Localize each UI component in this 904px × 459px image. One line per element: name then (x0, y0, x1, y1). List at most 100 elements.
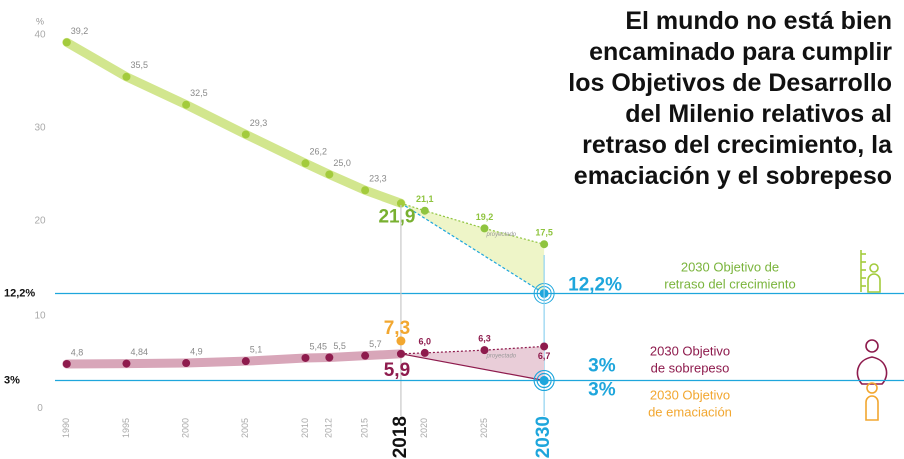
data-point (480, 224, 489, 233)
lines (62, 37, 545, 294)
data-label: 17,5 (535, 228, 553, 238)
y-tick-label: 12,2% (4, 287, 35, 299)
data-label: 4,8 (71, 347, 84, 357)
title-line: encaminado para cumplir (589, 38, 892, 66)
data-point (540, 240, 549, 249)
data-label: 5,5 (333, 341, 346, 351)
annotation: 2030 Objetivo (650, 387, 730, 402)
data-label: 26,2 (309, 147, 327, 157)
data-point (396, 199, 405, 208)
target-link (400, 353, 545, 382)
data-point (182, 359, 191, 368)
data-point (540, 342, 549, 351)
data-label: 4,84 (130, 347, 148, 357)
title-line: emaciación y el sobrepeso (573, 162, 892, 190)
y-tick-label: 0 (37, 403, 43, 414)
data-point (396, 349, 405, 358)
icons (856, 250, 888, 421)
lines (62, 345, 545, 382)
highlight-label: 5,9 (384, 360, 410, 381)
data-point (420, 348, 429, 357)
data-label: 19,2 (476, 212, 494, 222)
annotation: de emaciación (648, 404, 732, 419)
data-point (62, 38, 71, 47)
target-ring (533, 370, 555, 392)
data-point (325, 353, 334, 362)
x-tick-label: 2005 (240, 418, 250, 438)
data-label: 5,1 (250, 345, 263, 355)
title-line: los Objetivos de Desarrollo (568, 69, 892, 97)
x-tick-label: 1990 (61, 418, 71, 438)
y-tick-label: 20 (34, 216, 46, 227)
x-tick-label: 2012 (324, 418, 334, 438)
annotation: 2030 Objetivo (650, 343, 730, 358)
data-point (241, 357, 250, 366)
projection-label: proyectado (485, 354, 516, 360)
x-tick-label: 2015 (360, 418, 370, 438)
data-point (182, 100, 191, 109)
y-tick-label: 3% (4, 374, 20, 386)
target-label: 12,2% (568, 275, 622, 296)
title-line: El mundo no está bien (625, 7, 892, 35)
data-point (62, 359, 71, 368)
data-label: 21,1 (416, 194, 434, 204)
stunting-icon (860, 250, 881, 293)
y-tick-label: 40 (34, 30, 46, 41)
target-point (539, 376, 549, 386)
data-label: 25,0 (333, 158, 351, 168)
x-tick-label: 2010 (300, 418, 310, 438)
wasting-icon (865, 382, 879, 421)
data-label: 35,5 (130, 60, 148, 70)
data-label: 29,3 (250, 118, 268, 128)
data-label: 39,2 (71, 26, 89, 36)
areas (400, 346, 545, 381)
x-tick-label: 1995 (121, 418, 131, 438)
projection-line (400, 345, 545, 355)
overweight-icon (856, 339, 888, 385)
data-label: 4,9 (190, 346, 203, 356)
y-tick-label: 30 (34, 123, 46, 134)
data-label: 6,3 (478, 334, 491, 344)
data-label: 5,45 (309, 341, 327, 351)
data-point (361, 186, 370, 195)
annotation: retraso del crecimiento (664, 276, 796, 291)
x-tick-label: 2000 (181, 418, 191, 438)
x-tick-label: 2030 (533, 416, 554, 458)
title-line: del Milenio relativos al (625, 100, 892, 128)
data-point (122, 359, 131, 368)
series-line (62, 349, 406, 369)
target-label: 3% (588, 356, 616, 377)
data-point (301, 159, 310, 168)
chart-title: El mundo no está bien encaminado para cum… (568, 6, 892, 192)
projection-area (400, 346, 545, 381)
data-point (325, 170, 334, 179)
projection-line (400, 202, 545, 245)
data-point (361, 351, 370, 360)
data-point (241, 130, 250, 139)
data-point (480, 346, 489, 355)
highlight-label: 21,9 (378, 206, 415, 227)
data-label: 6,7 (538, 351, 551, 361)
y-axis-label: % (36, 16, 44, 26)
projection-label: proyectado (485, 232, 516, 238)
data-label: 32,5 (190, 88, 208, 98)
target-label: 3% (588, 380, 616, 401)
data-point (122, 72, 131, 81)
data-point (396, 336, 406, 346)
markers (62, 336, 555, 392)
highlight-label: 7,3 (384, 318, 410, 339)
target-link (400, 202, 545, 294)
annotation: de sobrepeso (651, 360, 730, 375)
data-label: 5,7 (369, 339, 382, 349)
data-label: 6,0 (419, 336, 432, 346)
target-ring (536, 373, 552, 389)
data-point (301, 353, 310, 362)
data-label: 23,3 (369, 174, 387, 184)
x-tick-label: 2018 (390, 416, 411, 458)
title-line: retraso del crecimiento, la (582, 131, 892, 159)
data-point (420, 206, 429, 215)
x-tick-label: 2025 (479, 418, 489, 438)
x-tick-label: 2020 (419, 418, 429, 438)
